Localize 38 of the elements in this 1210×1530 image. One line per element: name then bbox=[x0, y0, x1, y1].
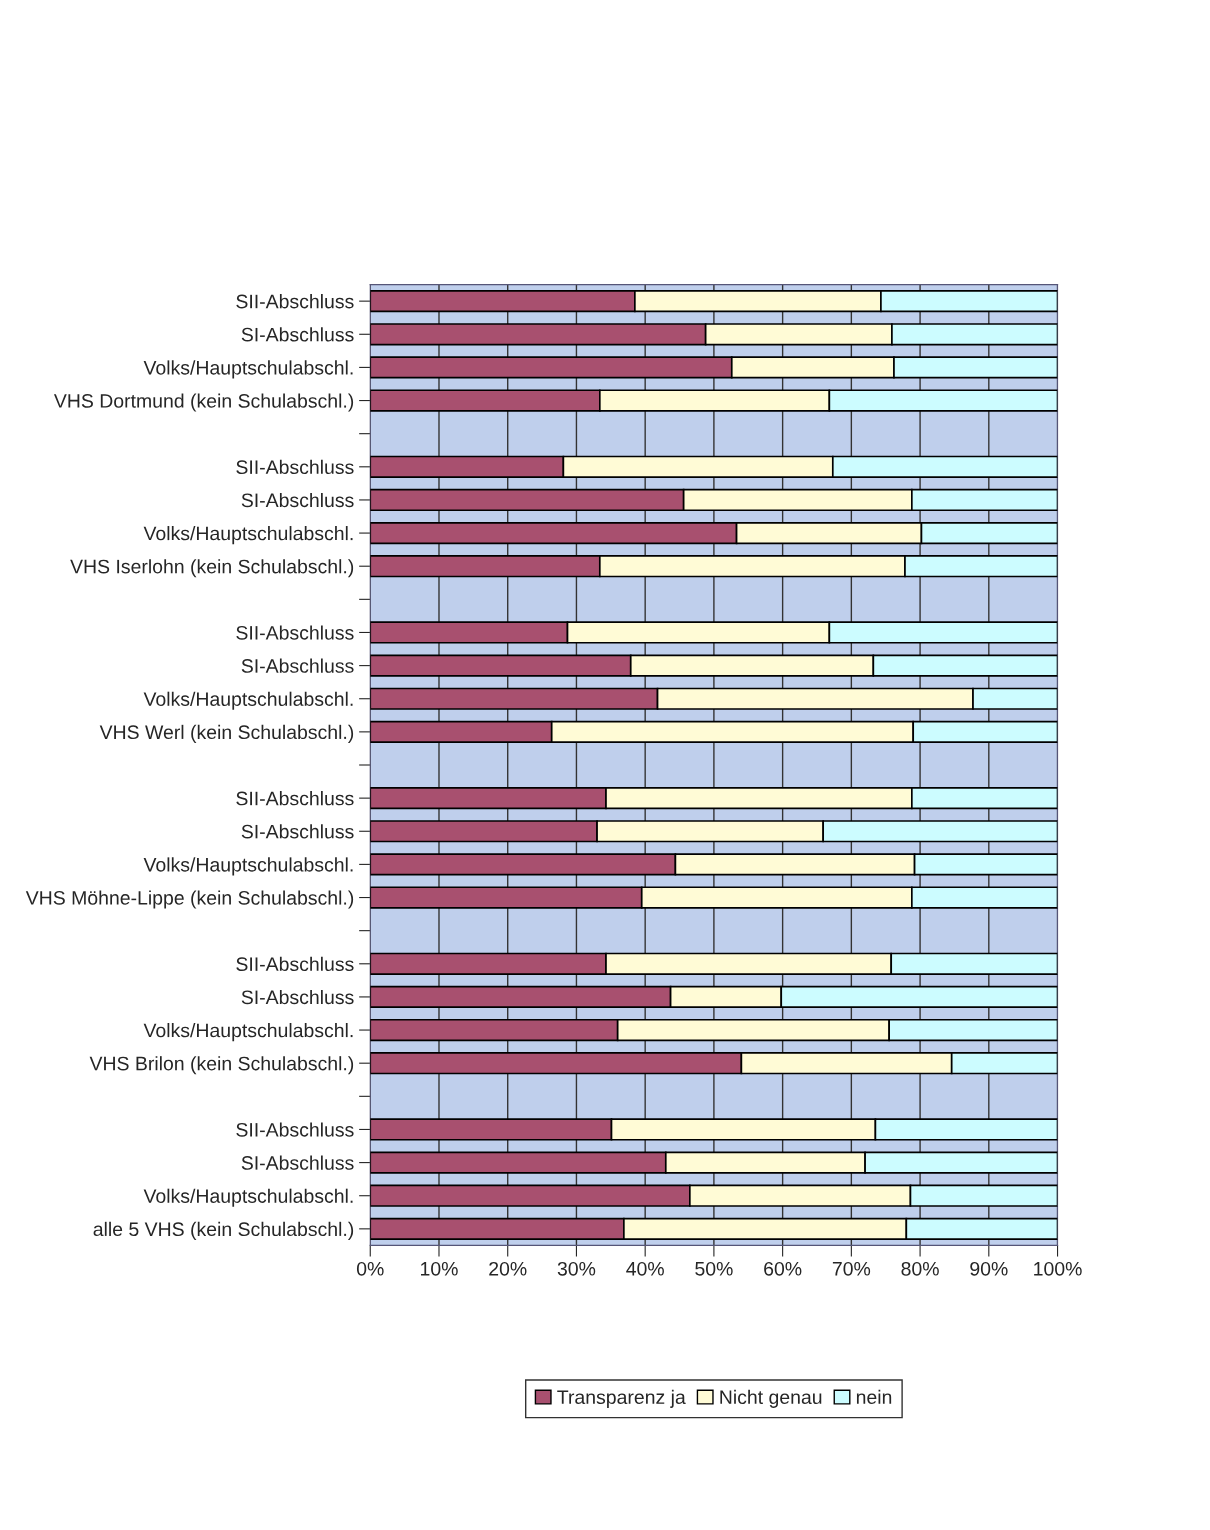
y-tick-label: SI-Abschluss bbox=[241, 658, 354, 673]
y-tick-label: Volks/Hauptschulabschl. bbox=[143, 526, 353, 545]
legend-label: Transparenz ja bbox=[557, 1389, 686, 1408]
y-tick-label: SII-Abschluss bbox=[236, 1122, 354, 1137]
x-tick-label: 20% bbox=[489, 1261, 527, 1276]
y-tick-label: VHS Werl (kein Schulabschl.) bbox=[99, 724, 354, 743]
y-tick-label: SI-Abschluss bbox=[241, 327, 354, 342]
y-tick-label: Volks/Hauptschulabschl. bbox=[143, 691, 353, 710]
y-tick-label: VHS Iserlohn (kein Schulabschl.) bbox=[70, 559, 354, 578]
x-tick-label: 100% bbox=[1034, 1261, 1082, 1276]
y-tick-label: SI-Abschluss bbox=[241, 492, 354, 508]
legend-label: nein bbox=[856, 1389, 892, 1405]
y-tick-label: SII-Abschluss bbox=[236, 791, 354, 806]
y-tick-label: SII-Abschluss bbox=[236, 956, 354, 972]
x-tick-label: 50% bbox=[695, 1261, 733, 1276]
y-tick-label: Volks/Hauptschulabschl. bbox=[143, 1023, 353, 1042]
y-tick-label: VHS Dortmund (kein Schulabschl.) bbox=[53, 393, 354, 412]
y-tick-label: SII-Abschluss bbox=[236, 459, 354, 475]
x-tick-label: 70% bbox=[832, 1261, 871, 1276]
y-tick-label: SI-Abschluss bbox=[241, 1155, 354, 1170]
x-tick-label: 90% bbox=[970, 1261, 1008, 1276]
x-tick-label: 80% bbox=[901, 1261, 939, 1276]
legend-label: Nicht genau bbox=[720, 1389, 822, 1408]
y-tick-label: VHS Brilon (kein Schulabschl.) bbox=[89, 1056, 354, 1075]
x-tick-label: 60% bbox=[764, 1261, 802, 1276]
y-tick-label: SII-Abschluss bbox=[236, 294, 354, 309]
y-tick-label: SI-Abschluss bbox=[241, 824, 354, 839]
y-tick-label: SI-Abschluss bbox=[241, 989, 354, 1005]
x-tick-label: 40% bbox=[626, 1261, 664, 1276]
y-tick-label: VHS Möhne-Lippe (kein Schulabschl.) bbox=[25, 890, 354, 909]
y-tick-label: SII-Abschluss bbox=[236, 625, 354, 640]
x-tick-label: 10% bbox=[421, 1261, 458, 1276]
y-tick-label: Volks/Hauptschulabschl. bbox=[143, 1188, 353, 1207]
y-tick-label: Volks/Hauptschulabschl. bbox=[143, 360, 353, 379]
y-tick-label: alle 5 VHS (kein Schulabschl.) bbox=[93, 1221, 354, 1240]
x-tick-label: 30% bbox=[557, 1261, 596, 1276]
y-tick-label: Volks/Hauptschulabschl. bbox=[143, 857, 353, 876]
x-tick-label: 0% bbox=[356, 1261, 384, 1276]
